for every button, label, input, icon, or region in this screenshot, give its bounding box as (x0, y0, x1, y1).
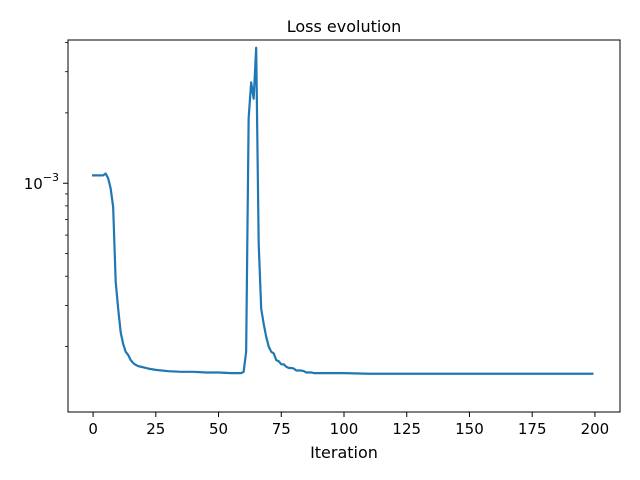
axes-frame (67, 39, 621, 413)
x-tick-label: 0 (88, 420, 98, 438)
x-tick-label: 200 (581, 420, 610, 438)
x-tick-label: 50 (209, 420, 228, 438)
y-axis: 10−3 (24, 42, 68, 347)
x-axis: 0 25 50 75 100 125 150 175 200 (88, 412, 609, 438)
x-axis-label: Iteration (310, 443, 378, 462)
x-tick-label: 100 (330, 420, 359, 438)
x-tick-label: 75 (272, 420, 291, 438)
x-tick-label: 175 (518, 420, 547, 438)
loss-line (91, 46, 594, 375)
plot-series (91, 46, 594, 375)
x-tick-label: 150 (455, 420, 484, 438)
x-tick-label: 125 (392, 420, 421, 438)
y-tick-label: 10−3 (24, 171, 59, 193)
x-tick-label: 25 (146, 420, 165, 438)
chart-title: Loss evolution (287, 17, 402, 36)
